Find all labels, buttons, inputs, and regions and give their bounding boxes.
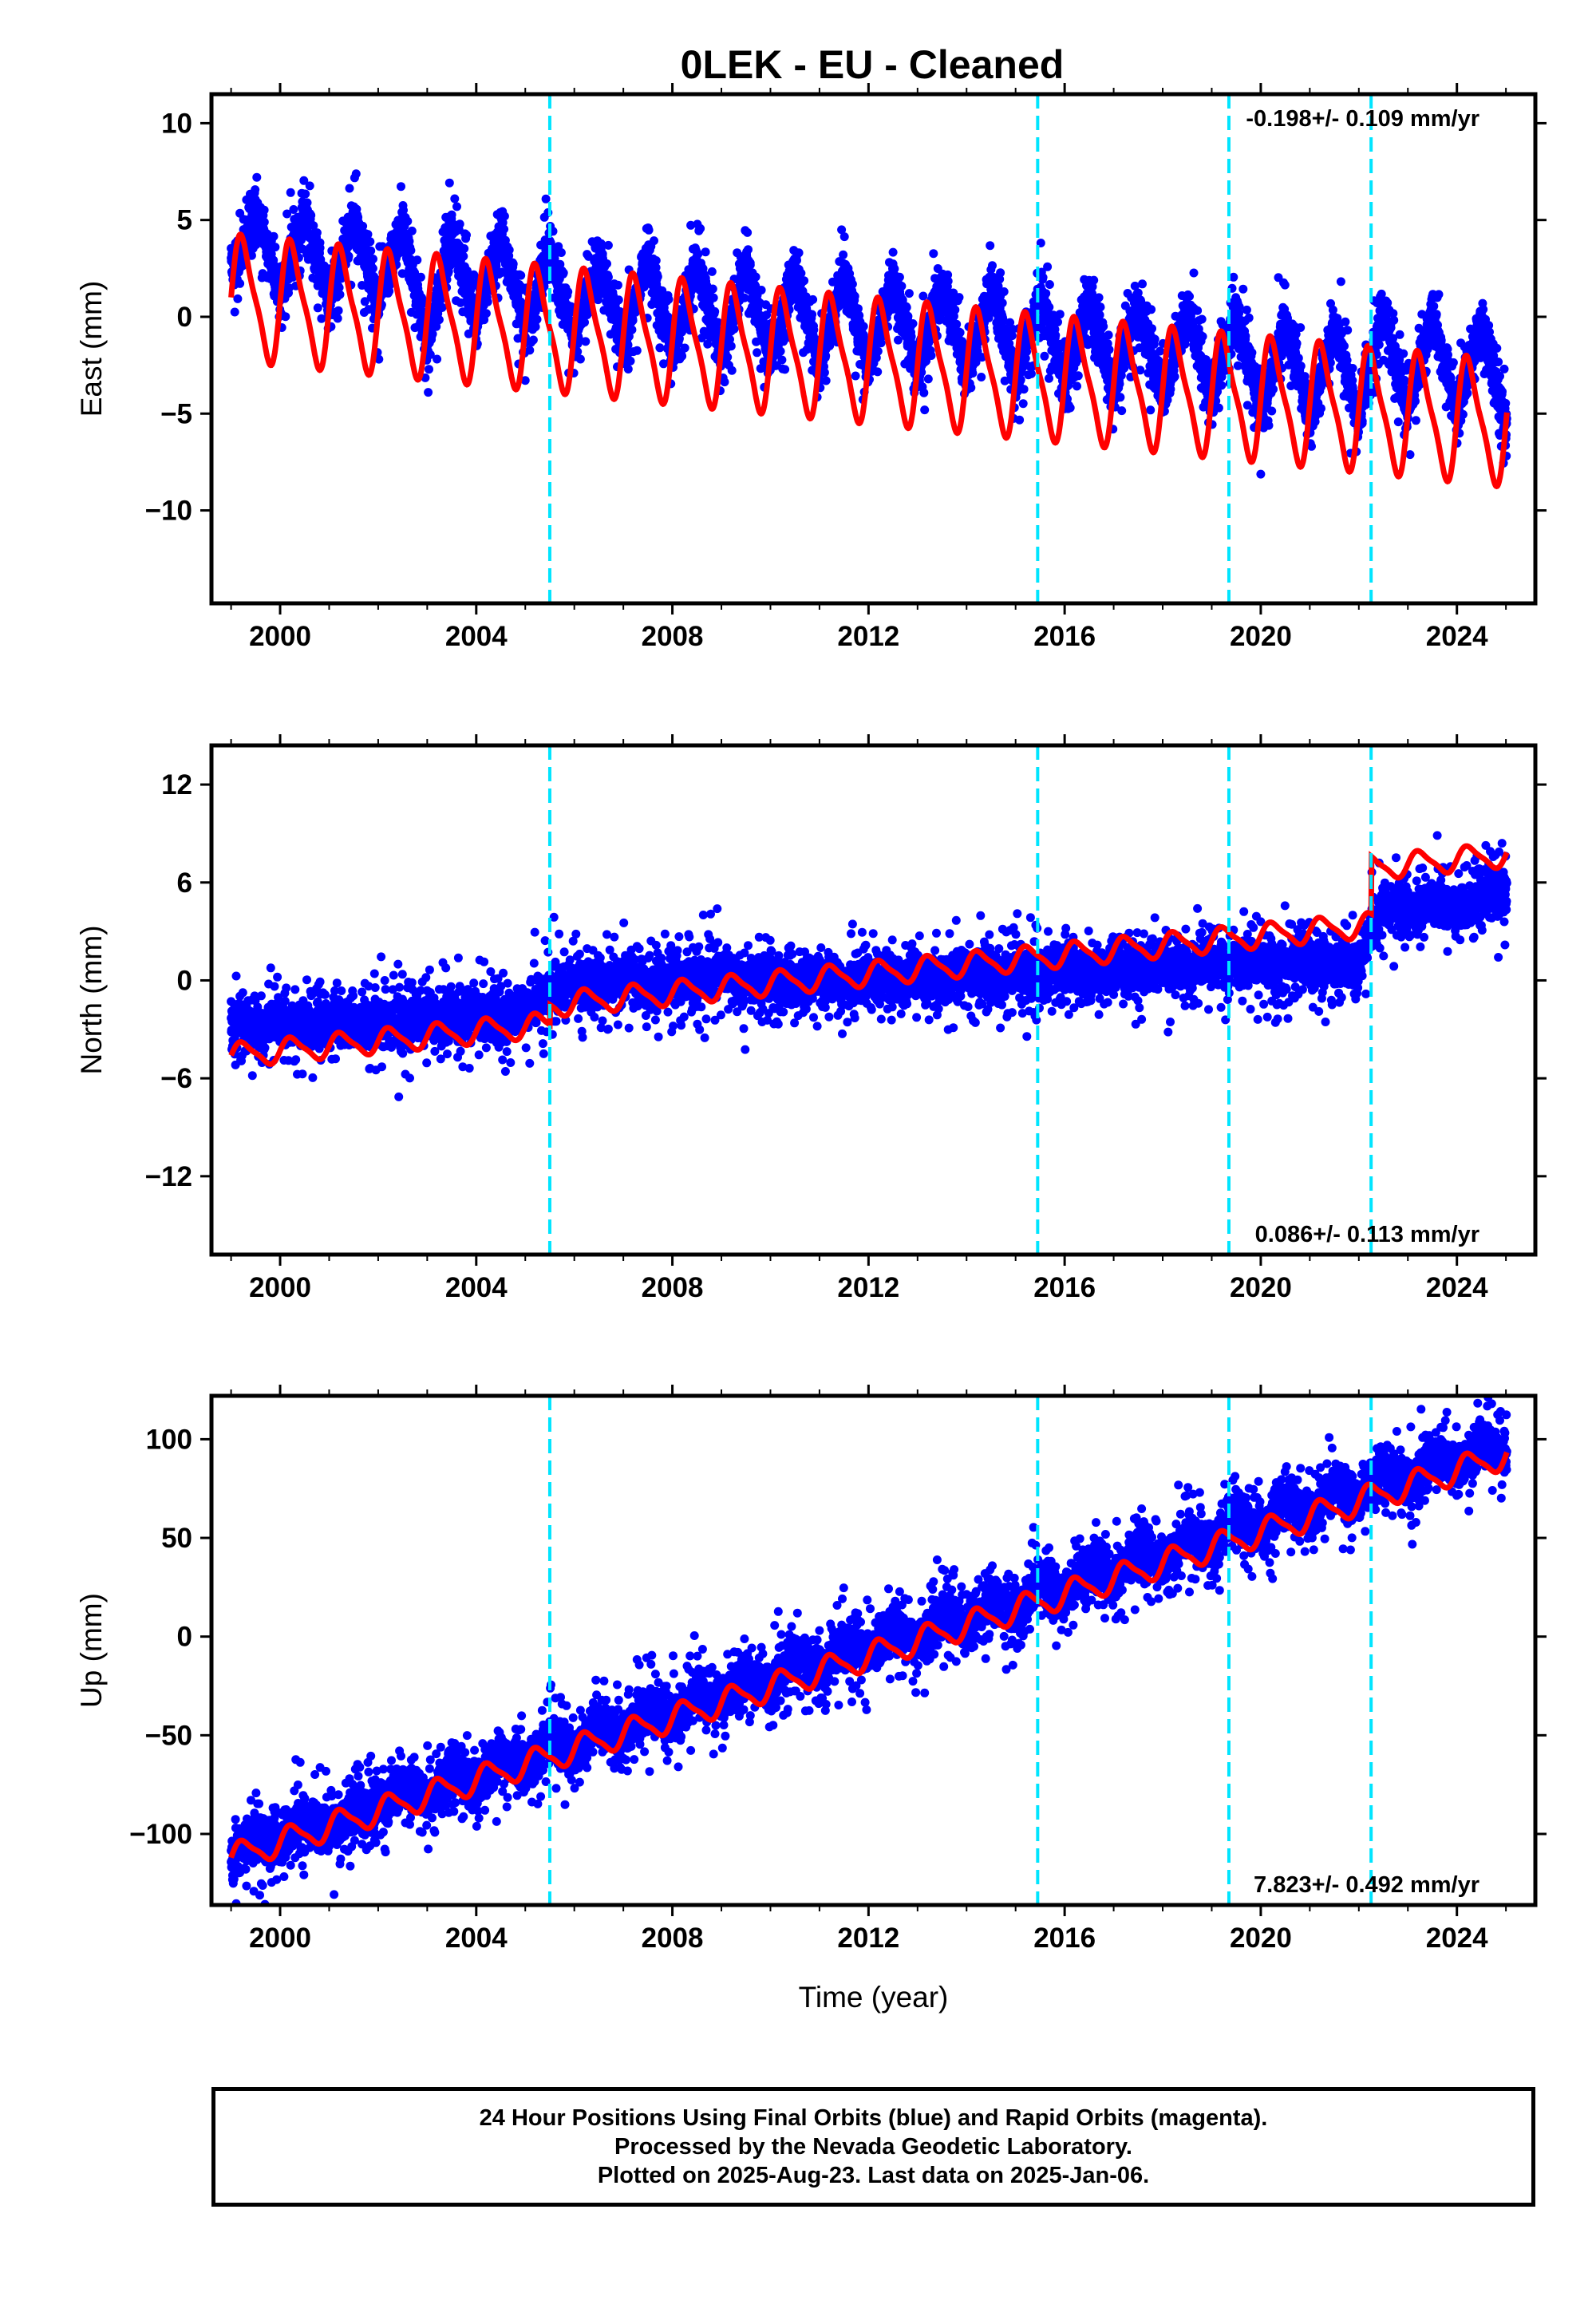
east-frame: [209, 92, 1538, 606]
north-x-tick-label: 2024: [1426, 1272, 1488, 1303]
up-y-tick-label: −50: [145, 1720, 192, 1751]
east-x-tick-label: 2000: [249, 621, 311, 652]
up-model-curve: [228, 1450, 1510, 1863]
north-velocity-label: 0.086+/- 0.113 mm/yr: [1255, 1222, 1479, 1247]
east-x-tick-label: 2004: [445, 621, 508, 652]
north-y-tick-label: 12: [161, 769, 192, 800]
north-y-tick-label: −6: [160, 1063, 192, 1094]
processing-note-line-3: Plotted on 2025-Aug-23. Last data on 202…: [598, 2161, 1149, 2190]
east-y-tick-label: 0: [177, 302, 192, 333]
east-y-tick-label: 5: [177, 205, 192, 236]
north-observed-points: [227, 831, 1511, 1101]
east-plot-area: [227, 169, 1511, 490]
east-x-tick-label: 2020: [1230, 621, 1292, 652]
east-y-axis-label: East (mm): [75, 281, 108, 417]
east-x-tick-label: 2016: [1033, 621, 1096, 652]
north-x-tick-label: 2012: [837, 1272, 899, 1303]
up-y-tick-label: 0: [177, 1622, 192, 1653]
north-frame: [209, 743, 1538, 1257]
north-x-tick-label: 2004: [445, 1272, 508, 1303]
north-y-tick-label: 0: [177, 965, 192, 996]
up-plot-area: [227, 1396, 1511, 1905]
up-x-tick-label: 2008: [642, 1923, 704, 1954]
north-x-tick-label: 2000: [249, 1272, 311, 1303]
up-y-tick-label: 50: [161, 1523, 192, 1554]
east-x-tick-label: 2024: [1426, 621, 1488, 652]
north-y-tick-label: 6: [177, 868, 192, 899]
up-x-tick-label: 2012: [837, 1923, 899, 1954]
north-model-curve: [228, 843, 1510, 1068]
north-x-tick-label: 2008: [642, 1272, 704, 1303]
north-plot-area: [227, 831, 1511, 1101]
up-frame: [209, 1393, 1538, 1907]
panel-north: 2000 2004 2008 2012 2016 2020 2024 −12 −6 0 6 12 Nor…: [75, 734, 1547, 1303]
east-x-tick-label: 2012: [837, 621, 899, 652]
east-observed-points: [227, 169, 1511, 479]
east-y-tick-label: −5: [160, 398, 192, 429]
up-x-tick-label: 2024: [1426, 1923, 1488, 1954]
up-x-tick-label: 2020: [1230, 1923, 1292, 1954]
panel-east: 2000 2004 2008 2012 2016 2020 2024 −10 −5 0 5 10 Eas…: [75, 83, 1547, 652]
north-x-tick-label: 2016: [1033, 1272, 1096, 1303]
east-y-tick-label: −10: [145, 496, 192, 527]
up-x-tick-label: 2000: [249, 1923, 311, 1954]
up-x-tick-label: 2016: [1033, 1923, 1096, 1954]
north-y-tick-label: −12: [145, 1161, 192, 1192]
east-velocity-label: -0.198+/- 0.109 mm/yr: [1246, 106, 1479, 132]
up-velocity-label: 7.823+/- 0.492 mm/yr: [1254, 1872, 1479, 1898]
up-y-tick-label: −100: [129, 1819, 192, 1850]
up-y-tick-label: 100: [146, 1424, 192, 1455]
up-x-tick-label: 2004: [445, 1923, 508, 1954]
processing-note-line-2: Processed by the Nevada Geodetic Laborat…: [614, 2132, 1132, 2161]
processing-note-line-1: 24 Hour Positions Using Final Orbits (bl…: [480, 2104, 1268, 2132]
up-x-axis-label: Time (year): [799, 1981, 949, 2014]
north-y-axis-label: North (mm): [75, 925, 108, 1074]
north-x-tick-label: 2020: [1230, 1272, 1292, 1303]
east-model-curve: [228, 231, 1510, 490]
up-y-axis-label: Up (mm): [75, 1593, 108, 1708]
panel-up: 2000 2004 2008 2012 2016 2020 2024 −100 −50 0 50 10…: [75, 1385, 1547, 2014]
figure-title: 0LEK - EU - Cleaned: [681, 42, 1065, 87]
east-x-tick-label: 2008: [642, 621, 704, 652]
processing-note-box: 24 Hour Positions Using Final Orbits (bl…: [211, 2087, 1535, 2207]
east-y-tick-label: 10: [161, 108, 192, 139]
